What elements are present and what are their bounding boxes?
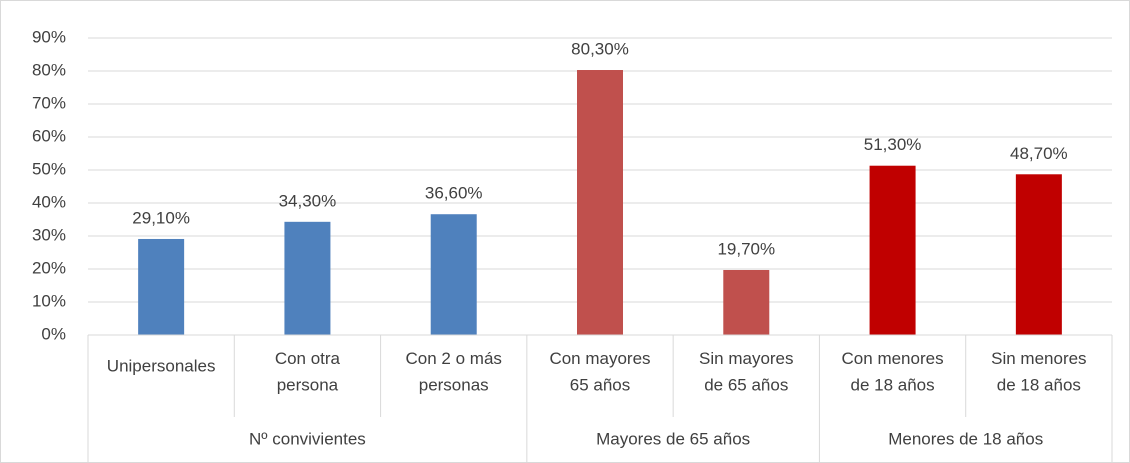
value-label: 48,70% [1010, 144, 1068, 163]
bar [1015, 174, 1062, 335]
bar [723, 269, 770, 335]
y-tick-label: 20% [32, 258, 66, 277]
y-tick-label: 0% [41, 324, 66, 343]
y-tick-label: 10% [32, 291, 66, 310]
x-tick-label: Con mayores 65 años [549, 349, 650, 394]
bar [430, 214, 477, 335]
y-tick-label: 40% [32, 192, 66, 211]
y-tick-label: 70% [32, 93, 66, 112]
value-label: 19,70% [717, 239, 775, 258]
value-label: 51,30% [864, 135, 922, 154]
bar [869, 165, 916, 335]
value-label: 34,30% [279, 191, 337, 210]
y-tick-label: 60% [32, 126, 66, 145]
group-label: Menores de 18 años [888, 429, 1043, 448]
y-tick-label: 50% [32, 159, 66, 178]
value-label: 29,10% [132, 208, 190, 227]
y-tick-label: 80% [32, 60, 66, 79]
x-tick-label: Sin mayores de 65 años [699, 349, 793, 394]
x-tick-label: Sin menores de 18 años [991, 349, 1086, 394]
bar [138, 238, 185, 335]
y-tick-label: 30% [32, 225, 66, 244]
y-tick-label: 90% [32, 27, 66, 46]
x-tick-label: Unipersonales [107, 356, 216, 375]
value-label: 80,30% [571, 39, 629, 58]
bar [284, 221, 331, 335]
value-label: 36,60% [425, 184, 483, 203]
x-tick-label: Con 2 o más personas [406, 349, 502, 394]
group-label: Nº convivientes [249, 429, 366, 448]
group-label: Mayores de 65 años [596, 429, 750, 448]
bar [577, 70, 623, 335]
x-tick-label: Con otra persona [275, 349, 341, 394]
x-tick-label: Con menores de 18 años [842, 349, 944, 394]
